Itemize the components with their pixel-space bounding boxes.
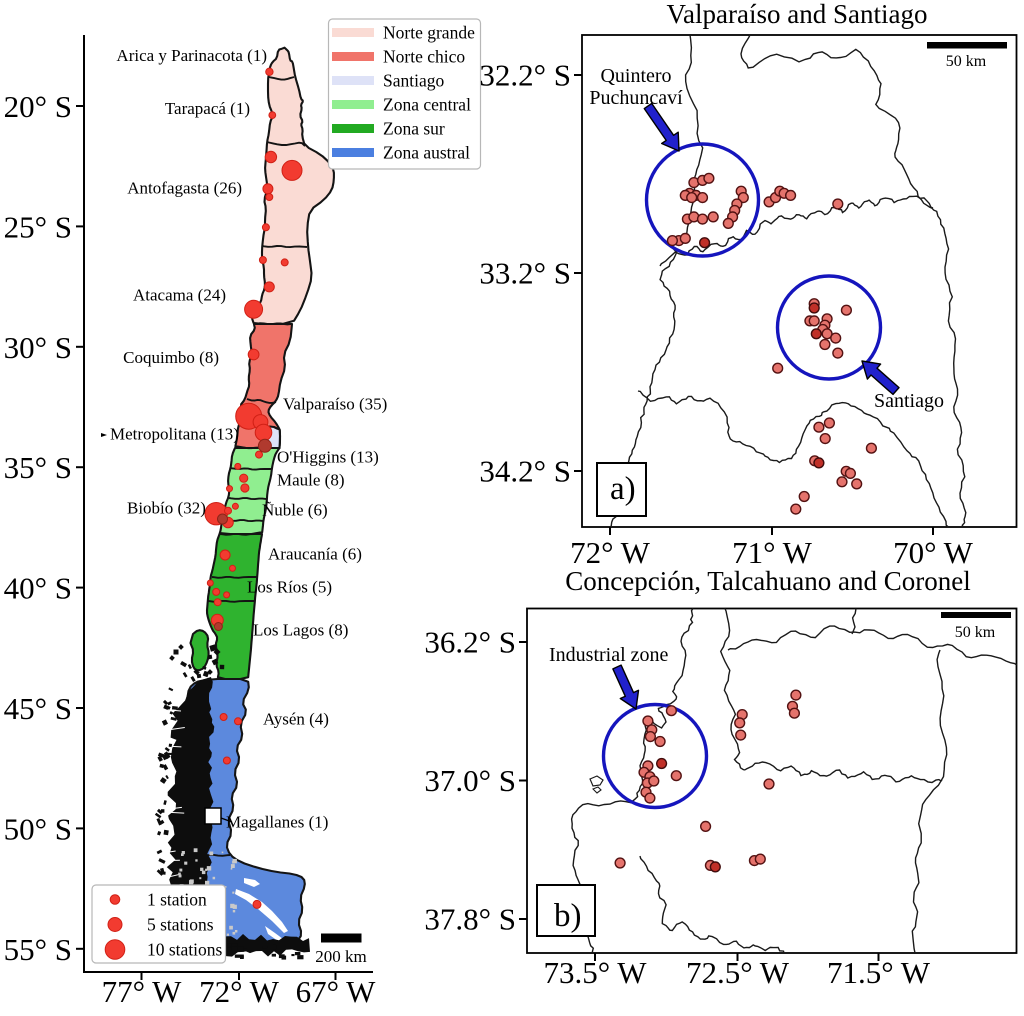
svg-text:72° W: 72° W	[199, 974, 280, 1009]
svg-text:Santiago: Santiago	[874, 390, 944, 412]
svg-text:5 stations: 5 stations	[147, 915, 214, 935]
svg-text:77° W: 77° W	[102, 974, 183, 1009]
svg-text:71.5° W: 71.5° W	[827, 955, 931, 990]
svg-text:33.2° S: 33.2° S	[479, 256, 571, 291]
svg-text:Arica y Parinacota (1): Arica y Parinacota (1)	[116, 46, 267, 65]
svg-text:a): a)	[610, 471, 636, 507]
svg-text:10 stations: 10 stations	[147, 940, 223, 960]
svg-text:Araucanía (6): Araucanía (6)	[268, 545, 362, 564]
svg-text:Magallanes (1): Magallanes (1)	[226, 813, 328, 832]
svg-text:Puchuncaví: Puchuncaví	[589, 87, 683, 109]
svg-text:Los Ríos (5): Los Ríos (5)	[247, 578, 332, 597]
svg-text:Valparaíso and Santiago: Valparaíso and Santiago	[667, 0, 928, 29]
svg-text:72° W: 72° W	[570, 535, 651, 570]
svg-text:20° S: 20° S	[4, 89, 72, 124]
svg-text:50° S: 50° S	[4, 811, 72, 846]
svg-text:Zona central: Zona central	[383, 95, 471, 115]
svg-text:37.0° S: 37.0° S	[424, 763, 516, 798]
svg-text:Maule (8): Maule (8)	[277, 471, 345, 490]
svg-text:30° S: 30° S	[4, 330, 72, 365]
svg-text:b): b)	[554, 898, 582, 934]
svg-text:1 station: 1 station	[147, 890, 207, 910]
svg-text:Ñuble (6): Ñuble (6)	[262, 501, 328, 520]
svg-text:Zona austral: Zona austral	[383, 143, 470, 163]
svg-text:55° S: 55° S	[4, 932, 72, 967]
svg-text:Norte grande: Norte grande	[383, 23, 475, 43]
svg-text:35° S: 35° S	[4, 450, 72, 485]
svg-text:Concepción, Talcahuano and Cor: Concepción, Talcahuano and Coronel	[565, 566, 971, 596]
svg-text:67° W: 67° W	[296, 974, 377, 1009]
svg-text:Aysén (4): Aysén (4)	[263, 710, 329, 729]
svg-text:Valparaíso (35): Valparaíso (35)	[283, 395, 387, 414]
svg-text:Tarapacá (1): Tarapacá (1)	[165, 99, 250, 118]
svg-text:Antofagasta (26): Antofagasta (26)	[127, 179, 242, 198]
svg-text:72.5° W: 72.5° W	[686, 955, 790, 990]
svg-text:Atacama (24): Atacama (24)	[133, 286, 226, 305]
svg-text:Biobío (32): Biobío (32)	[127, 499, 206, 518]
svg-text:Los Lagos (8): Los Lagos (8)	[253, 621, 348, 640]
svg-text:70° W: 70° W	[893, 535, 974, 570]
svg-text:71° W: 71° W	[732, 535, 813, 570]
svg-text:Industrial zone: Industrial zone	[549, 644, 669, 666]
svg-text:45° S: 45° S	[4, 691, 72, 726]
svg-text:Quintero: Quintero	[600, 65, 671, 87]
svg-text:32.2° S: 32.2° S	[479, 58, 571, 93]
svg-text:Santiago: Santiago	[383, 71, 444, 91]
svg-text:36.2° S: 36.2° S	[424, 625, 516, 660]
svg-text:73.5° W: 73.5° W	[543, 955, 647, 990]
svg-text:34.2° S: 34.2° S	[479, 454, 571, 489]
svg-text:40° S: 40° S	[4, 571, 72, 606]
svg-text:200 km: 200 km	[315, 947, 366, 966]
svg-text:37.8° S: 37.8° S	[424, 902, 516, 937]
svg-text:Norte chico: Norte chico	[383, 47, 465, 67]
svg-text:50 km: 50 km	[946, 53, 987, 70]
svg-text:50 km: 50 km	[955, 624, 996, 641]
svg-text:Zona sur: Zona sur	[383, 119, 445, 139]
svg-text:Coquimbo (8): Coquimbo (8)	[123, 348, 219, 367]
svg-text:25° S: 25° S	[4, 209, 72, 244]
svg-text:O'Higgins (13): O'Higgins (13)	[277, 448, 379, 467]
svg-text:Metropolitana (13): Metropolitana (13)	[110, 425, 239, 444]
